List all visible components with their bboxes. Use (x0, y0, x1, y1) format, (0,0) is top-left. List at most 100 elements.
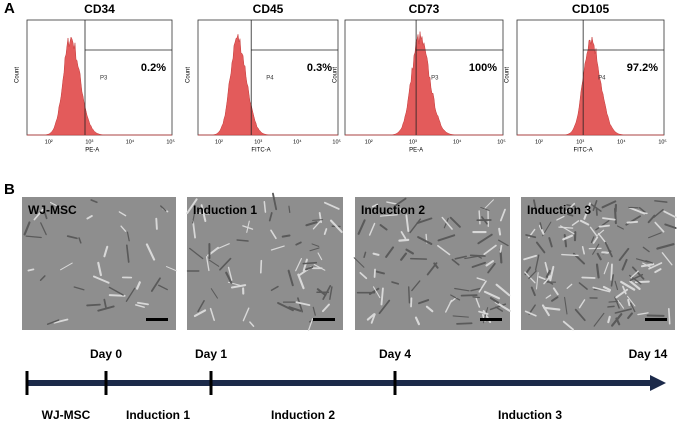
cell (630, 270, 639, 279)
x-tick-label: 10⁴ (617, 138, 626, 145)
cell (270, 229, 277, 240)
cell (90, 199, 98, 204)
cell (640, 211, 648, 215)
cell (103, 298, 107, 308)
percent-label: 97.2% (627, 62, 658, 74)
cell (456, 322, 473, 325)
cell (524, 310, 537, 317)
cell (487, 262, 496, 274)
cell (155, 217, 158, 230)
cell (295, 257, 303, 272)
cell (186, 198, 198, 215)
cell (551, 296, 559, 302)
cell (618, 247, 630, 261)
x-tick-label: 10⁴ (126, 138, 135, 145)
cell (545, 294, 552, 299)
cell (317, 252, 323, 261)
x-tick-label: 10⁵ (166, 138, 174, 145)
cell (614, 280, 619, 291)
cell (437, 234, 456, 242)
cell (654, 221, 665, 233)
cell (626, 220, 639, 224)
arrow-head (650, 375, 666, 391)
cell (210, 288, 218, 299)
cell (379, 224, 388, 231)
cell (489, 303, 507, 311)
cell (246, 220, 250, 233)
cell (637, 312, 649, 316)
gate-name: P3 (100, 76, 108, 82)
cell (242, 307, 250, 322)
x-axis-label: FITC-A (251, 148, 270, 154)
cell (615, 317, 621, 326)
timeline-arrow (26, 380, 656, 386)
stage-label: WJ-MSC (42, 408, 91, 422)
cell (297, 297, 304, 313)
cell (475, 297, 481, 308)
cell (288, 306, 302, 312)
cell (208, 259, 220, 267)
cell (60, 262, 73, 271)
cell (620, 280, 636, 291)
cell (621, 258, 628, 271)
scale-bar (480, 318, 502, 321)
cell (312, 306, 316, 316)
cell (661, 252, 673, 266)
cell (118, 211, 127, 217)
stage-label: Induction 1 (126, 408, 190, 422)
cell (192, 210, 196, 224)
cell (538, 224, 545, 235)
cell (393, 197, 407, 208)
cell (562, 320, 574, 331)
cell (627, 298, 631, 307)
cell (46, 319, 60, 325)
cell (635, 258, 649, 263)
cell (309, 247, 320, 252)
cell (227, 266, 233, 281)
cell (86, 214, 93, 220)
cell (631, 266, 645, 280)
percent-label: 100% (469, 62, 497, 74)
cell (297, 273, 305, 290)
cell (359, 271, 368, 280)
cell (437, 244, 451, 256)
stage-label: Induction 2 (271, 408, 335, 422)
cell (471, 261, 487, 268)
cell (270, 245, 285, 251)
gate-name: P3 (431, 76, 439, 82)
cell (97, 305, 115, 312)
cell (647, 214, 656, 224)
cell (368, 287, 380, 296)
cell (630, 302, 636, 313)
plot-title: CD105 (572, 2, 610, 16)
x-axis-label: PE-A (85, 148, 99, 154)
cell (483, 290, 501, 300)
day-label: Day 14 (629, 347, 668, 361)
cell (615, 288, 629, 299)
cell (302, 258, 308, 272)
x-tick-label: 10⁴ (293, 138, 302, 145)
cell (209, 307, 215, 321)
cell (78, 237, 82, 244)
cell (476, 277, 486, 282)
micrograph (187, 197, 343, 330)
cell (595, 263, 600, 279)
cell (642, 246, 650, 253)
cell (97, 261, 102, 277)
cell (108, 286, 124, 296)
cell (311, 243, 320, 247)
cell (562, 234, 574, 241)
cell (654, 200, 668, 203)
cell (470, 287, 482, 292)
cell (225, 271, 233, 284)
cell (137, 301, 149, 306)
cell (614, 296, 620, 309)
cell (249, 321, 255, 327)
cell (312, 219, 322, 230)
x-tick-label: 10⁵ (497, 138, 505, 145)
cell (648, 262, 663, 270)
timeline-tick (104, 371, 108, 395)
cell (571, 220, 580, 226)
cell (125, 244, 130, 263)
cell (563, 233, 568, 248)
